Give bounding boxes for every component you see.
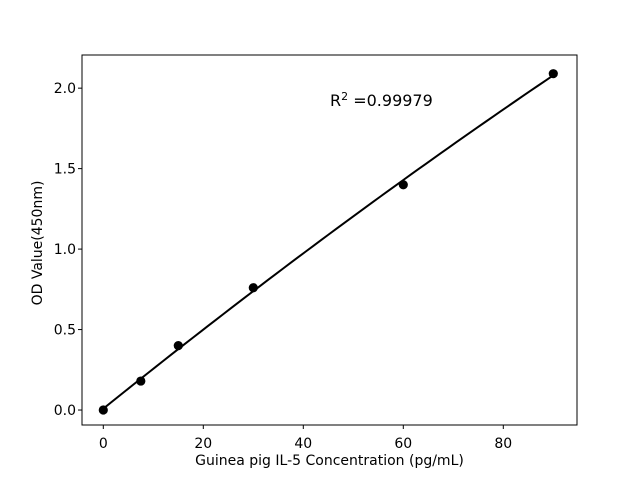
data-point [548, 69, 558, 79]
annotation-segment: =0.99979 [348, 91, 433, 110]
r-squared-annotation: R2 =0.99979 [330, 90, 433, 110]
data-layer [98, 69, 558, 415]
y-tick-label: 1.5 [54, 162, 76, 178]
data-point [173, 341, 183, 351]
annotation-segment: R [330, 91, 341, 110]
x-tick-label: 0 [99, 436, 108, 452]
data-point [248, 283, 258, 293]
y-tick-label: 1.0 [54, 242, 76, 258]
x-tick-label: 20 [194, 436, 212, 452]
annotation-segment: 2 [341, 90, 348, 103]
plot-border [81, 54, 578, 426]
data-point [98, 405, 108, 415]
y-tick-label: 0.5 [54, 323, 76, 339]
x-tick-label: 80 [494, 436, 512, 452]
data-point [136, 376, 146, 386]
x-tick-label: 60 [394, 436, 412, 452]
x-tick-label: 40 [294, 436, 312, 452]
fit-line [102, 74, 555, 410]
axes-layer: 0 20 40 60 80 0.0 0.5 1.0 1.5 2.0 [54, 54, 578, 452]
y-axis-label: OD Value(450nm) [30, 181, 46, 306]
data-point [398, 180, 408, 190]
y-tick-label: 0.0 [54, 403, 76, 419]
text-layer: Guinea pig IL-5 Concentration (pg/mL) OD… [30, 90, 464, 469]
x-axis-label: Guinea pig IL-5 Concentration (pg/mL) [195, 453, 464, 469]
y-tick-label: 2.0 [54, 81, 76, 97]
